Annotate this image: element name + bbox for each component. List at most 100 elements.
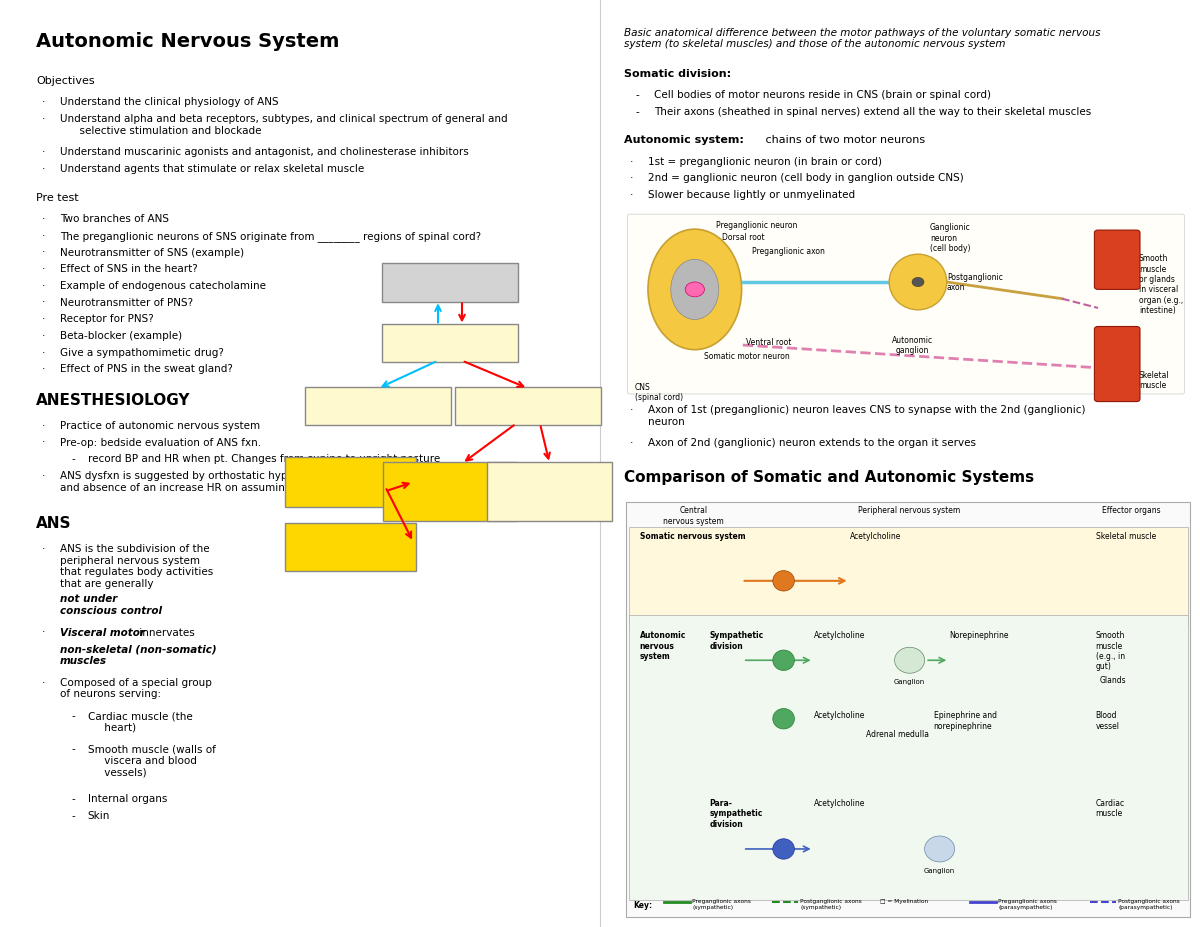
FancyBboxPatch shape	[626, 502, 1190, 917]
FancyBboxPatch shape	[382, 263, 518, 302]
Text: not under
conscious control: not under conscious control	[60, 594, 162, 616]
Text: ·: ·	[42, 628, 46, 638]
Text: ·: ·	[42, 264, 46, 274]
Text: Ganglion: Ganglion	[924, 868, 955, 873]
FancyBboxPatch shape	[1094, 230, 1140, 289]
Text: Cardiac muscle (the
     heart): Cardiac muscle (the heart)	[88, 711, 192, 732]
Text: ·: ·	[630, 173, 634, 184]
Text: Para-
sympathetic
division: Para- sympathetic division	[709, 799, 762, 829]
FancyBboxPatch shape	[487, 462, 612, 521]
Text: Peripheral nervous system: Peripheral nervous system	[858, 506, 961, 515]
Text: Key:: Key:	[634, 901, 653, 910]
Text: ·: ·	[42, 97, 46, 108]
Text: ·: ·	[42, 678, 46, 688]
FancyBboxPatch shape	[286, 457, 415, 507]
Text: PNS: PNS	[439, 338, 461, 348]
Text: ·: ·	[42, 231, 46, 241]
FancyBboxPatch shape	[628, 214, 1184, 394]
Text: □ = Myelination: □ = Myelination	[880, 899, 928, 904]
FancyBboxPatch shape	[286, 523, 415, 571]
Text: Internal organs: Internal organs	[88, 794, 167, 805]
Text: Adrenal medulla: Adrenal medulla	[866, 730, 929, 739]
Text: ANS dysfxn is suggested by orthostatic hypotension (SBP decrease more than 30mmh: ANS dysfxn is suggested by orthostatic h…	[60, 471, 522, 492]
Text: Ganglion: Ganglion	[894, 679, 925, 685]
Text: ·: ·	[42, 314, 46, 324]
Text: Understand alpha and beta receptors, subtypes, and clinical spectrum of general : Understand alpha and beta receptors, sub…	[60, 114, 508, 135]
Text: Cardiac
muscle: Cardiac muscle	[1096, 799, 1124, 819]
Text: Smooth muscle (walls of
     viscera and blood
     vessels): Smooth muscle (walls of viscera and bloo…	[88, 744, 216, 778]
Text: -: -	[72, 454, 76, 464]
Text: ·: ·	[42, 348, 46, 358]
Text: ·: ·	[42, 114, 46, 124]
Text: ·: ·	[42, 281, 46, 291]
Text: Sensory division: Sensory division	[335, 401, 421, 411]
Text: Ganglionic
neuron
(cell body): Ganglionic neuron (cell body)	[930, 223, 971, 253]
Text: Pre test: Pre test	[36, 193, 79, 203]
Text: Skin: Skin	[88, 811, 110, 821]
Text: Pre-op: bedside evaluation of ANS fxn.: Pre-op: bedside evaluation of ANS fxn.	[60, 438, 262, 448]
Text: Preganglionic neuron: Preganglionic neuron	[716, 221, 798, 230]
Text: Beta-blocker (example): Beta-blocker (example)	[60, 331, 182, 341]
Ellipse shape	[671, 260, 719, 320]
Text: record BP and HR when pt. Changes from supine to upright posture: record BP and HR when pt. Changes from s…	[88, 454, 440, 464]
Ellipse shape	[773, 839, 794, 859]
FancyBboxPatch shape	[1094, 326, 1140, 401]
Text: Preganglionic axons
(sympathetic): Preganglionic axons (sympathetic)	[692, 899, 751, 910]
Text: ·: ·	[42, 331, 46, 341]
FancyBboxPatch shape	[629, 616, 1188, 900]
Text: Smooth
muscle
or glands
in visceral
organ (e.g.,
intestine): Smooth muscle or glands in visceral orga…	[1139, 254, 1183, 315]
Text: Slower because lightly or unmyelinated: Slower because lightly or unmyelinated	[648, 190, 856, 200]
Text: -: -	[72, 711, 76, 721]
Text: Blood
vessel: Blood vessel	[1096, 711, 1120, 730]
Text: Effect of SNS in the heart?: Effect of SNS in the heart?	[60, 264, 198, 274]
Text: CNS: CNS	[438, 278, 462, 287]
Text: Effector organs: Effector organs	[1103, 506, 1160, 515]
Text: Sympathetic
division: Sympathetic division	[709, 631, 763, 651]
Text: Autonomic system:: Autonomic system:	[624, 135, 744, 146]
Text: ·: ·	[42, 421, 46, 431]
Text: innervates: innervates	[136, 628, 194, 638]
Ellipse shape	[648, 229, 742, 349]
Ellipse shape	[773, 708, 794, 729]
Text: ·: ·	[42, 147, 46, 158]
FancyBboxPatch shape	[455, 387, 601, 425]
Text: The preganglionic neurons of SNS originate from ________ regions of spinal cord?: The preganglionic neurons of SNS origina…	[60, 231, 481, 242]
FancyBboxPatch shape	[383, 462, 517, 521]
Text: ·: ·	[630, 405, 634, 415]
Ellipse shape	[889, 254, 947, 310]
Text: Preganglionic axon: Preganglionic axon	[752, 247, 826, 256]
Text: Autonomic Nervous System: Autonomic Nervous System	[36, 32, 340, 51]
Ellipse shape	[895, 647, 925, 673]
Text: ANS: ANS	[36, 516, 72, 531]
Text: non-skeletal (non-somatic)
muscles: non-skeletal (non-somatic) muscles	[60, 644, 217, 666]
Text: -: -	[72, 744, 76, 755]
Text: Smooth
muscle
(e.g., in
gut): Smooth muscle (e.g., in gut)	[1096, 631, 1124, 671]
Text: Acetylcholine: Acetylcholine	[850, 532, 901, 541]
Text: Receptor for PNS?: Receptor for PNS?	[60, 314, 154, 324]
Text: Ventral root: Ventral root	[746, 337, 792, 347]
Text: Somatic division:: Somatic division:	[624, 69, 731, 79]
Text: ·: ·	[42, 248, 46, 258]
Text: ·: ·	[42, 298, 46, 308]
Text: Parasympathetic
division: Parasympathetic division	[307, 538, 394, 556]
Text: ANS is the subdivision of the
peripheral nervous system
that regulates body acti: ANS is the subdivision of the peripheral…	[60, 544, 214, 589]
Text: Visceral motor: Visceral motor	[60, 628, 145, 638]
Ellipse shape	[912, 277, 924, 286]
Text: Skeletal muscle: Skeletal muscle	[1096, 532, 1156, 541]
Text: Motor  division: Motor division	[490, 401, 566, 411]
Text: Postganglionic axons
(sympathetic): Postganglionic axons (sympathetic)	[800, 899, 862, 910]
Text: Neurotransmitter of PNS?: Neurotransmitter of PNS?	[60, 298, 193, 308]
Text: Skeletal
muscle: Skeletal muscle	[1139, 371, 1170, 390]
Text: Dorsal root: Dorsal root	[722, 233, 766, 242]
Text: ·: ·	[630, 190, 634, 200]
Text: ·: ·	[630, 157, 634, 167]
FancyBboxPatch shape	[629, 527, 1188, 625]
Text: Give a sympathomimetic drug?: Give a sympathomimetic drug?	[60, 348, 224, 358]
Ellipse shape	[773, 650, 794, 670]
Text: Glands: Glands	[1099, 676, 1126, 685]
Text: -: -	[72, 794, 76, 805]
Text: Somatic motor neuron: Somatic motor neuron	[704, 352, 790, 362]
Text: 2nd = ganglionic neuron (cell body in ganglion outside CNS): 2nd = ganglionic neuron (cell body in ga…	[648, 173, 964, 184]
Text: Epinephrine and
norepinephrine: Epinephrine and norepinephrine	[934, 711, 997, 730]
Text: ANESTHESIOLOGY: ANESTHESIOLOGY	[36, 393, 191, 408]
